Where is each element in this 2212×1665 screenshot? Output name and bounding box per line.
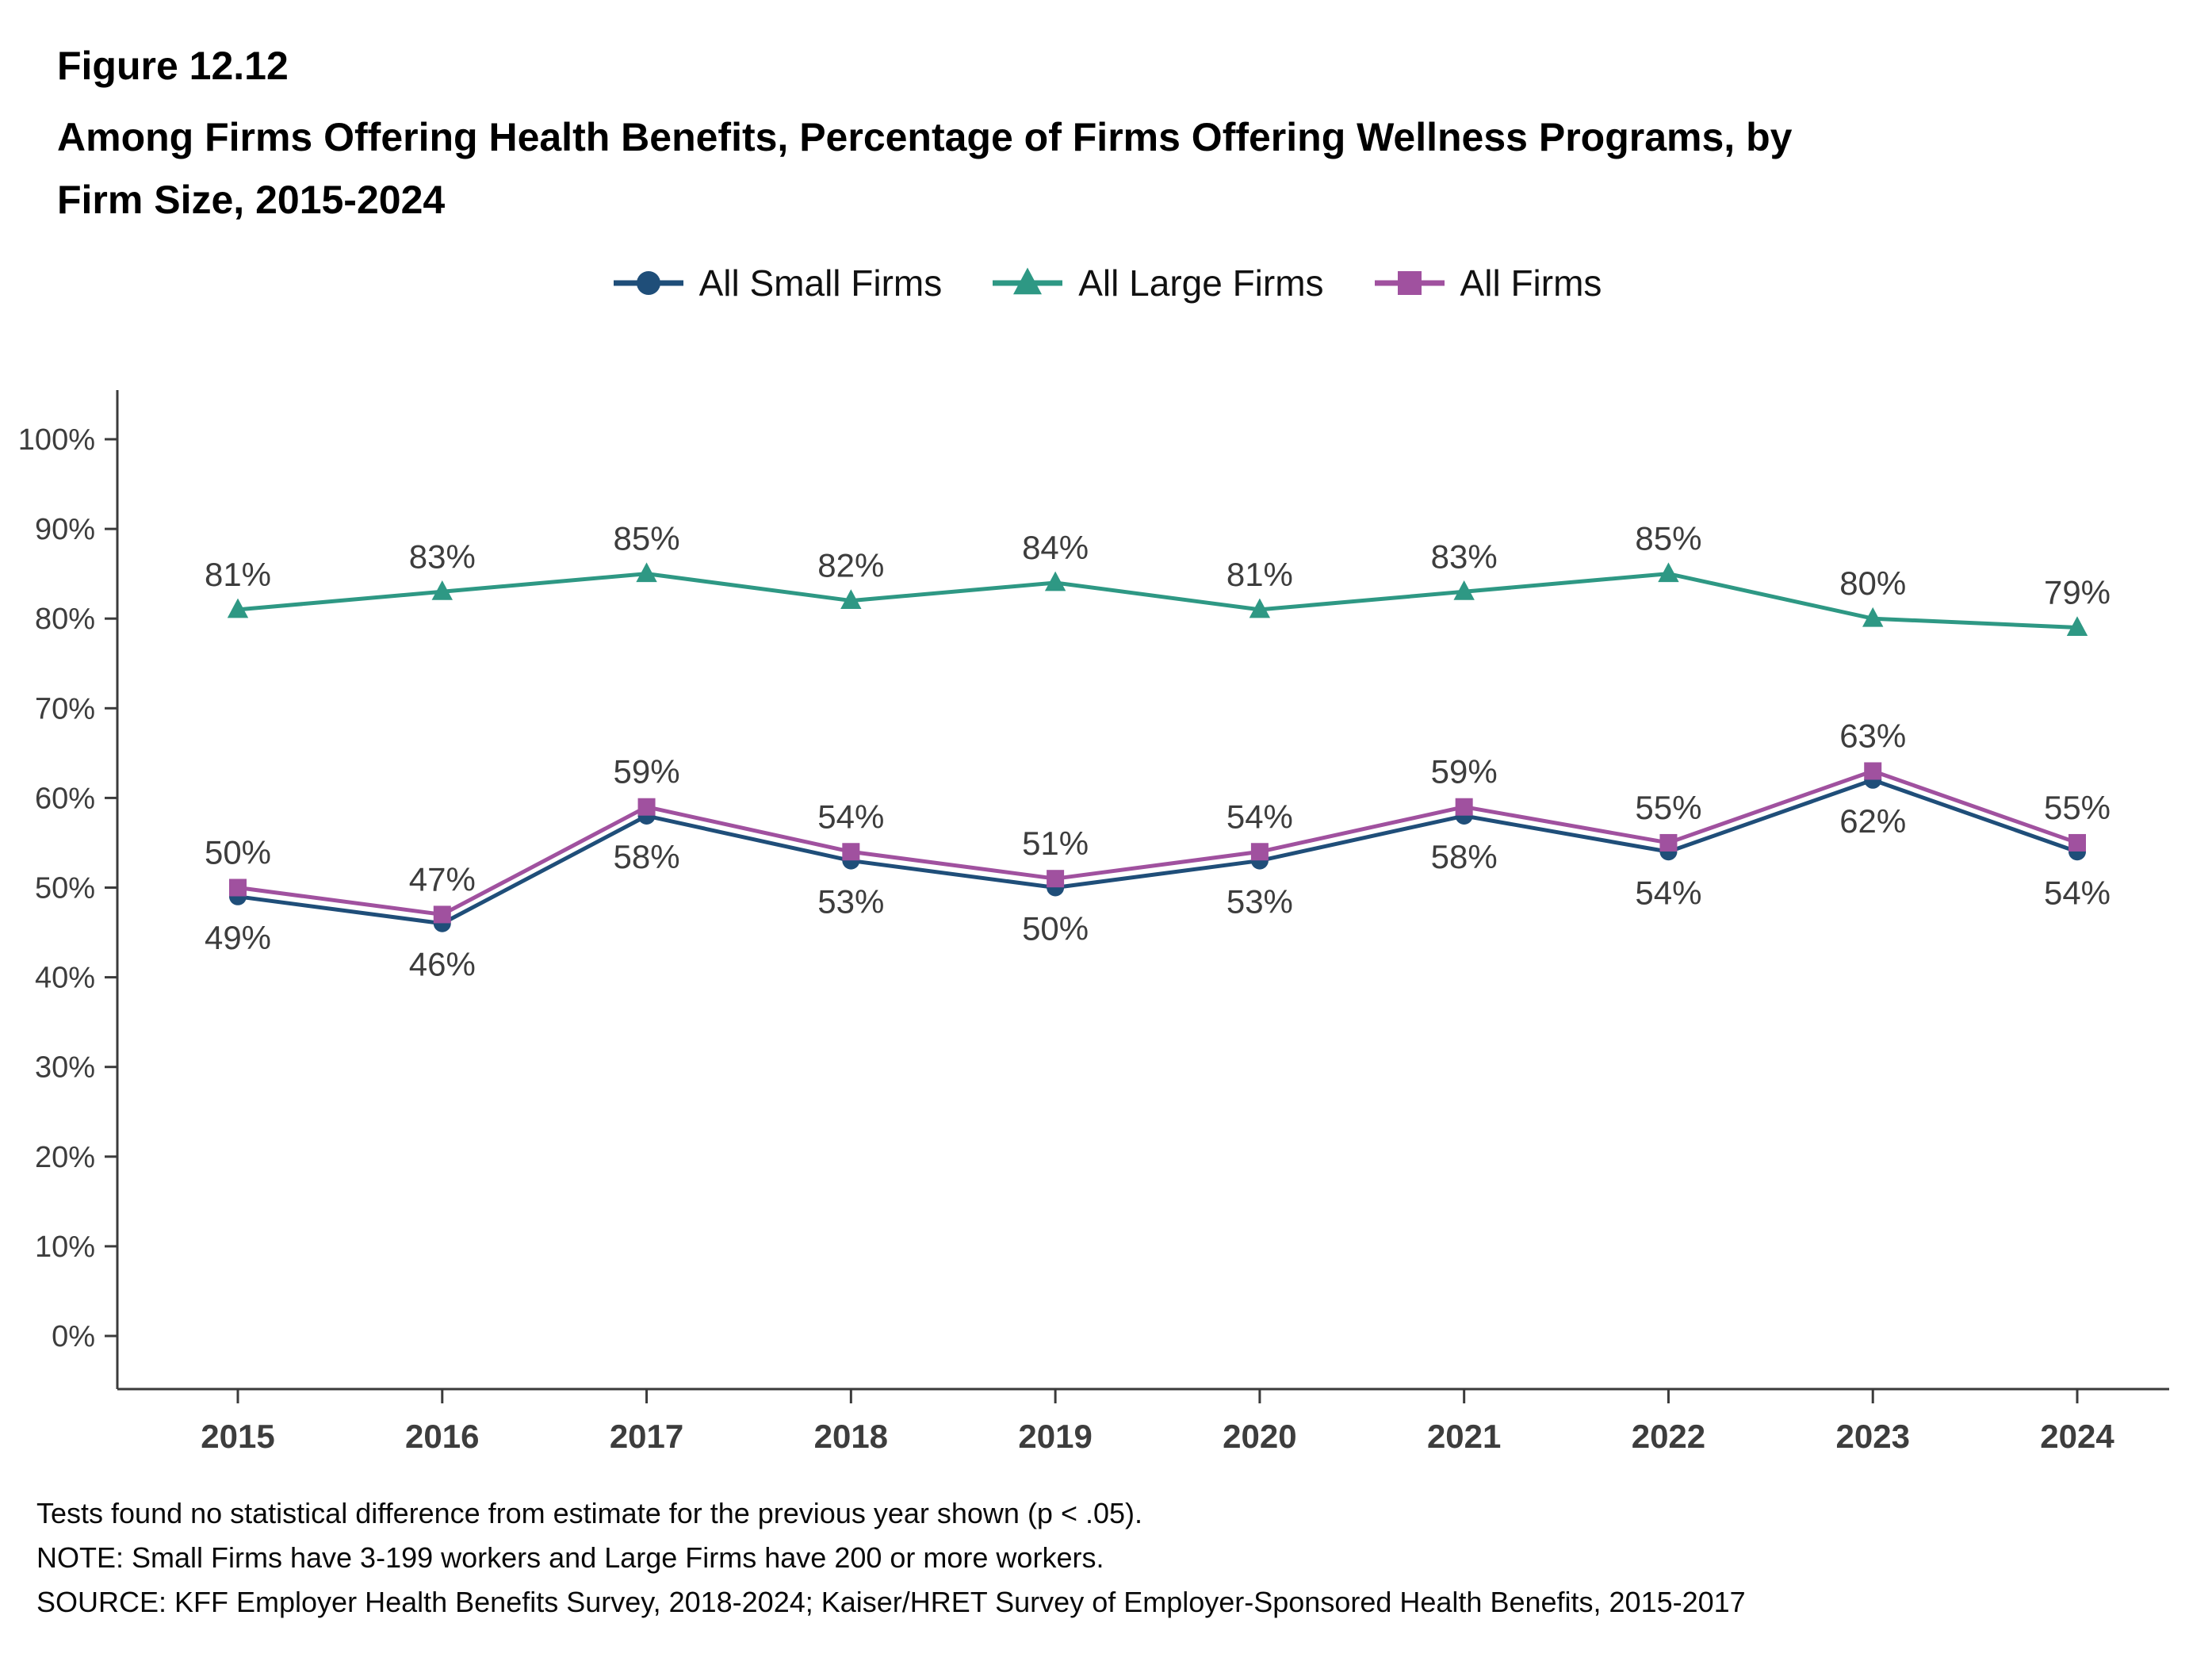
y-tick-label: 80%: [35, 603, 95, 636]
legend-item-all-large-firms: All Large Firms: [989, 262, 1324, 304]
y-tick-label: 60%: [35, 782, 95, 815]
figure-title-line2: Firm Size, 2015-2024: [57, 178, 446, 222]
value-label-all-firms: 51%: [1022, 825, 1089, 862]
data-point-all-large-firms: [2066, 616, 2088, 636]
y-tick-label: 40%: [35, 962, 95, 995]
data-point-all-firms: [1047, 870, 1065, 888]
x-tick-label: 2021: [1427, 1418, 1501, 1455]
line-chart: 0% 10% 20% 30% 40% 50% 60% 70% 80% 90% 100% 2015 201…: [18, 390, 2169, 1455]
legend-label: All Firms: [1460, 262, 1602, 304]
value-label-all-firms: 54%: [817, 798, 884, 835]
data-point-all-large-firms: [1249, 598, 1271, 618]
series-line-all-firms: [237, 768, 2078, 917]
value-label-all-firms: 54%: [1227, 798, 1293, 835]
x-tick-label: 2023: [1836, 1418, 1910, 1455]
value-label-all-small-firms: 50%: [1022, 910, 1089, 947]
x-tick-label: 2022: [1632, 1418, 1705, 1455]
legend-marker-square-icon: [1397, 271, 1422, 295]
legend-marker-circle-icon: [636, 271, 660, 295]
figure-header: Figure 12.12 Among Firms Offering Health…: [0, 0, 2212, 232]
x-tick-label: 2019: [1018, 1418, 1092, 1455]
figure-title-line1: Among Firms Offering Health Benefits, Pe…: [57, 115, 1793, 159]
x-tick-label: 2024: [2040, 1418, 2114, 1455]
data-point-all-large-firms: [1044, 571, 1066, 591]
value-label-all-firms: 55%: [1635, 789, 1701, 826]
value-label-all-large-firms: 80%: [1839, 565, 1906, 602]
figure-title: Among Firms Offering Health Benefits, Pe…: [57, 106, 2157, 232]
note-significance: Tests found no statistical difference fr…: [36, 1497, 1143, 1529]
chart-notes: Tests found no statistical difference fr…: [0, 1491, 2212, 1624]
value-label-all-large-firms: 85%: [1635, 520, 1701, 557]
x-tick-label: 2020: [1223, 1418, 1296, 1455]
figure-number: Figure 12.12: [57, 44, 289, 88]
data-point-all-large-firms: [227, 598, 249, 618]
legend-triangle-line-icon: [993, 267, 1063, 295]
value-label-all-firms: 59%: [1431, 753, 1498, 790]
value-label-all-firms: 59%: [614, 753, 680, 790]
value-label-all-small-firms: 53%: [817, 883, 884, 921]
data-point-all-firms: [1250, 843, 1269, 861]
data-point-all-large-firms: [431, 580, 453, 600]
legend-marker-triangle-icon: [1013, 267, 1043, 295]
y-tick-label: 90%: [35, 513, 95, 546]
value-label-all-firms: 55%: [2044, 789, 2111, 826]
data-point-all-large-firms: [636, 562, 657, 583]
legend-label: All Small Firms: [698, 262, 943, 304]
series-line-all-large-firms: [237, 572, 2078, 630]
data-point-all-large-firms: [1453, 580, 1475, 600]
data-point-all-firms: [842, 843, 860, 861]
value-label-all-small-firms: 58%: [1431, 838, 1498, 875]
data-point-all-firms: [433, 905, 451, 924]
y-tick-label: 10%: [35, 1231, 95, 1264]
data-point-all-large-firms: [840, 589, 862, 610]
data-point-all-firms: [229, 878, 247, 897]
data-point-all-large-firms: [1862, 607, 1884, 627]
value-label-all-large-firms: 81%: [205, 556, 271, 593]
note-definition: NOTE: Small Firms have 3-199 workers and…: [36, 1541, 1104, 1574]
value-label-all-large-firms: 85%: [614, 520, 680, 557]
x-tick-label: 2015: [201, 1418, 274, 1455]
value-label-all-large-firms: 81%: [1227, 556, 1293, 593]
data-point-all-firms: [637, 798, 656, 816]
value-label-all-small-firms: 58%: [614, 838, 680, 875]
note-source: SOURCE: KFF Employer Health Benefits Sur…: [36, 1585, 1746, 1618]
x-tick-label: 2016: [405, 1418, 479, 1455]
value-label-all-firms: 50%: [205, 834, 271, 871]
data-point-all-large-firms: [1658, 562, 1679, 583]
chart-legend: All Small Firms All Large Firms All Firms: [0, 258, 2212, 308]
data-point-all-firms: [2068, 833, 2086, 852]
data-point-all-firms: [1455, 798, 1473, 816]
value-label-all-large-firms: 84%: [1022, 529, 1089, 566]
data-point-all-firms: [1659, 833, 1678, 852]
value-label-all-firms: 47%: [409, 860, 476, 898]
value-label-all-small-firms: 53%: [1227, 883, 1293, 921]
series-line-all-small-firms: [237, 778, 2078, 926]
y-tick-label: 0%: [52, 1320, 95, 1353]
y-tick-label: 100%: [18, 423, 95, 457]
y-tick-label: 20%: [35, 1141, 95, 1174]
legend-item-all-firms: All Firms: [1372, 262, 1602, 304]
value-label-all-large-firms: 79%: [2044, 574, 2111, 611]
value-label-all-large-firms: 83%: [1431, 538, 1498, 575]
legend-label: All Large Firms: [1078, 262, 1324, 304]
chart-area: 0% 10% 20% 30% 40% 50% 60% 70% 80% 90% 100% 2015 201…: [0, 312, 2212, 1482]
value-label-all-large-firms: 82%: [817, 547, 884, 584]
legend-circle-line-icon: [613, 271, 683, 295]
x-tick-label: 2018: [814, 1418, 888, 1455]
value-label-all-small-firms: 49%: [205, 919, 271, 956]
y-tick-label: 30%: [35, 1051, 95, 1085]
value-label-all-small-firms: 54%: [2044, 874, 2111, 911]
x-tick-label: 2017: [610, 1418, 683, 1455]
legend-item-all-small-firms: All Small Firms: [610, 262, 943, 304]
value-label-all-small-firms: 46%: [409, 946, 476, 983]
y-tick-label: 50%: [35, 872, 95, 905]
value-label-all-small-firms: 54%: [1635, 874, 1701, 911]
legend-square-line-icon: [1374, 271, 1445, 295]
data-point-all-firms: [1864, 762, 1882, 780]
value-label-all-large-firms: 83%: [409, 538, 476, 575]
value-label-all-small-firms: 62%: [1839, 802, 1906, 840]
value-label-all-firms: 63%: [1839, 717, 1906, 754]
y-tick-label: 70%: [35, 692, 95, 725]
